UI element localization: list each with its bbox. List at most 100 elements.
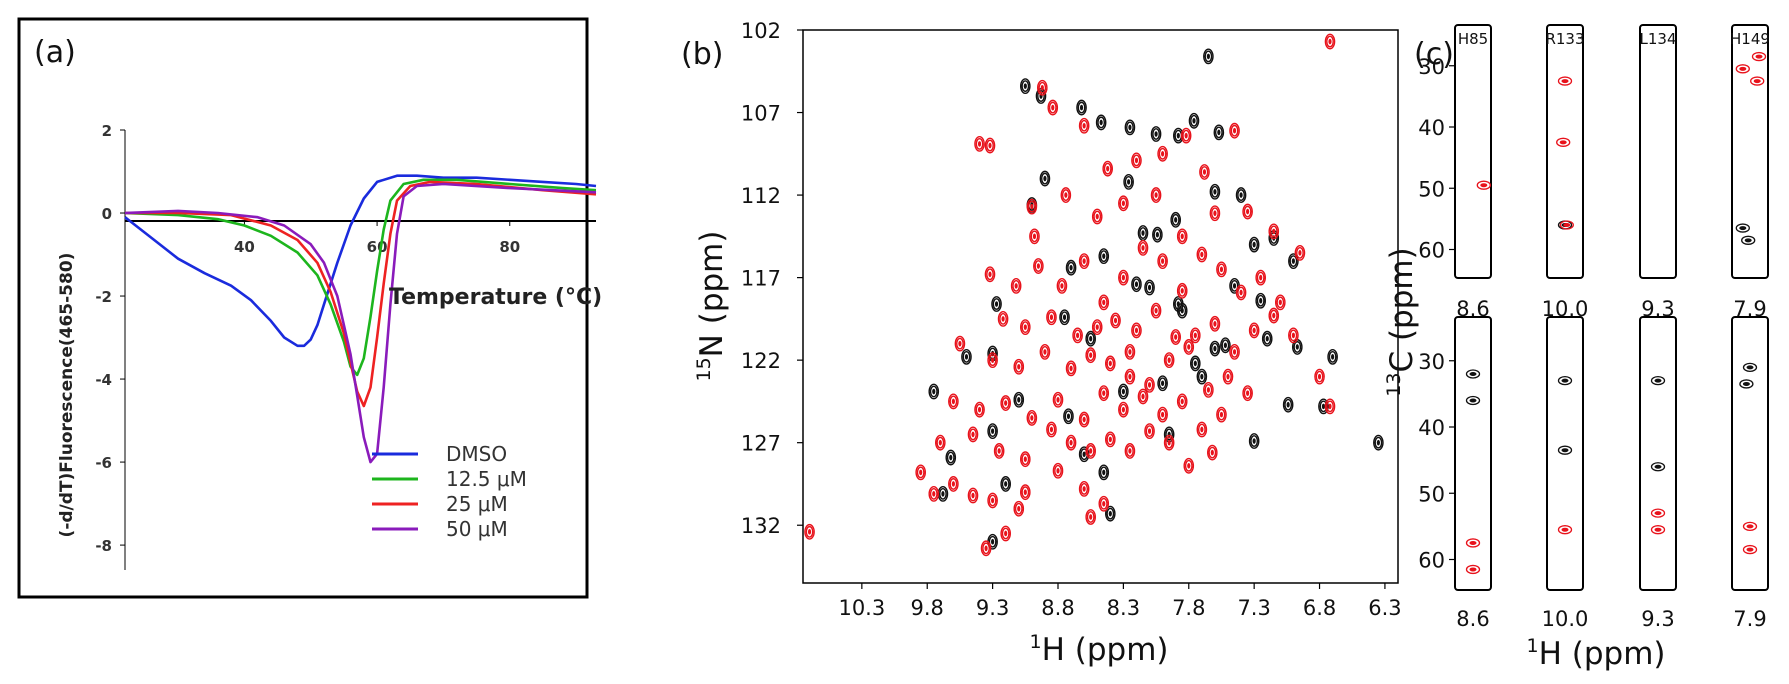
panel-a-ytick-label: -4 [95,371,112,389]
hsqc-peak-contour-mid [946,451,955,464]
panel-c-red-peak-core [1746,524,1754,529]
hsqc-peak-contour-outer [948,393,959,410]
hsqc-peak-contour-inner [1043,175,1047,182]
hsqc-peak-contour-outer [1268,307,1280,324]
hsqc-peak-contour-mid [1197,423,1206,436]
hsqc-peak-red [1190,327,1201,344]
hsqc-peak-contour-outer [1124,343,1136,360]
hsqc-peak-red [1052,391,1064,408]
hsqc-peak-contour-mid [1315,370,1324,383]
hsqc-peak-contour-inner [1331,354,1335,360]
hsqc-peak-red [967,487,979,504]
hsqc-peak-red [993,443,1005,459]
hsqc-peak-contour-inner [1141,393,1145,400]
hsqc-peak-contour-mid [1153,228,1162,241]
panel-b-xlabel-text: H (ppm) [1042,632,1169,668]
panel-c-black-peak [1735,223,1750,233]
hsqc-peak-contour-outer [1020,484,1031,501]
hsqc-peak-contour-mid [1014,360,1023,373]
panel-a-ytick-label: 0 [102,205,112,223]
panel-c-black-peak [1557,445,1573,455]
panel-a-ylabel: (-d/dT)Fluorescence(465-580) [57,253,77,538]
hsqc-peak-black [1076,99,1087,116]
hsqc-peak-contour-inner [1023,456,1027,462]
hsqc-peak-contour-mid [1276,296,1285,309]
panel-c-red-peak-core [1755,54,1763,59]
hsqc-peak-contour-mid [1119,271,1128,284]
hsqc-peak-red [1105,355,1116,372]
hsqc-peak-contour-outer [987,352,998,369]
hsqc-peak-contour-outer [1137,239,1149,256]
panel-b-xtick-label: 8.3 [1107,596,1140,620]
hsqc-peak-contour-inner [1219,411,1224,418]
hsqc-peak-contour-outer [915,464,926,481]
hsqc-peak-black [1152,226,1163,243]
hsqc-peak-black [1188,112,1200,129]
hsqc-peak-contour-inner [1004,481,1008,487]
hsqc-peak-contour-mid [1106,433,1115,446]
hsqc-peak-contour-inner [1213,321,1217,327]
hsqc-peak-contour-inner [1167,357,1171,363]
hsqc-peak-contour-outer [1176,393,1188,410]
hsqc-peak-red [1020,484,1031,501]
hsqc-peak-contour-inner [1102,469,1106,476]
hsqc-peak-contour-inner [1102,390,1106,396]
hsqc-peak-red [1180,127,1192,144]
hsqc-peak-contour-mid [1014,502,1023,515]
hsqc-peak-contour-inner [1099,119,1103,126]
hsqc-peak-contour-inner [941,491,945,497]
hsqc-peak-contour-outer [984,266,996,283]
hsqc-peak-contour-mid [1230,279,1239,292]
panel-c-black-peak [1650,462,1666,472]
panel-a-legend-label-c50: 50 μM [446,517,508,541]
hsqc-peak-red [1229,343,1240,360]
panel-c: (c) 30 40 50 60 H85 8.6 R133 10.0 L134 9.3 H149 7.9… [1383,24,1770,672]
hsqc-peak-contour-inner [1161,380,1165,387]
hsqc-peak-contour-inner [1102,299,1106,306]
hsqc-peak-contour-mid [1211,207,1219,220]
panel-a-line-dmso [124,174,597,348]
hsqc-peak-red [1020,319,1031,336]
hsqc-peak-contour-mid [1221,339,1230,352]
hsqc-peak-red [980,540,992,557]
hsqc-peak-contour-mid [1054,393,1062,406]
hsqc-peak-contour-inner [1127,179,1131,185]
hsqc-peak-contour-inner [1106,165,1110,172]
hsqc-peak-red [1037,79,1048,96]
hsqc-peak-contour-inner [1089,335,1093,342]
hsqc-peak-contour-outer [1157,375,1168,392]
hsqc-peak-black [1213,124,1225,141]
hsqc-peak-contour-inner [1108,360,1112,367]
hsqc-peak-red [1118,401,1129,418]
hsqc-peak-red [1176,282,1188,299]
hsqc-peak-contour-mid [1165,428,1174,441]
hsqc-peak-red [1242,203,1253,220]
hsqc-peak-contour-outer [1150,302,1162,319]
hsqc-peak-contour-inner [1017,363,1021,370]
hsqc-peak-contour-inner [1213,345,1217,352]
panel-c-xlabel: 1H (ppm) [1527,635,1666,672]
hsqc-peak-red [1137,239,1149,256]
hsqc-peak-black [1150,126,1162,142]
hsqc-peak-contour-outer [1209,315,1221,332]
panel-b-peaks [804,33,1384,557]
hsqc-peak-red [984,266,996,283]
hsqc-peak-contour-mid [1047,311,1056,324]
hsqc-peak-contour-inner [1376,439,1380,446]
hsqc-peak-contour-outer [1010,277,1022,294]
hsqc-peak-black [1248,433,1260,449]
hsqc-peak-contour-inner [991,538,995,545]
hsqc-peak-contour-outer [1261,330,1273,347]
hsqc-peak-contour-outer [1029,228,1040,245]
hsqc-peak-contour-outer [1196,368,1208,385]
hsqc-peak-contour-mid [1139,241,1147,254]
hsqc-peak-contour-outer [1207,444,1218,461]
hsqc-peak-contour-mid [962,350,971,363]
hsqc-peak-contour-mid [1211,342,1219,355]
panel-c-ytick-label: 60 [1418,549,1445,573]
hsqc-peak-contour-outer [1098,385,1110,402]
hsqc-peak-contour-outer [1282,396,1294,413]
panel-b-ylabel: 15N (ppm) [693,231,730,382]
hsqc-peak-contour-inner [1089,514,1093,520]
